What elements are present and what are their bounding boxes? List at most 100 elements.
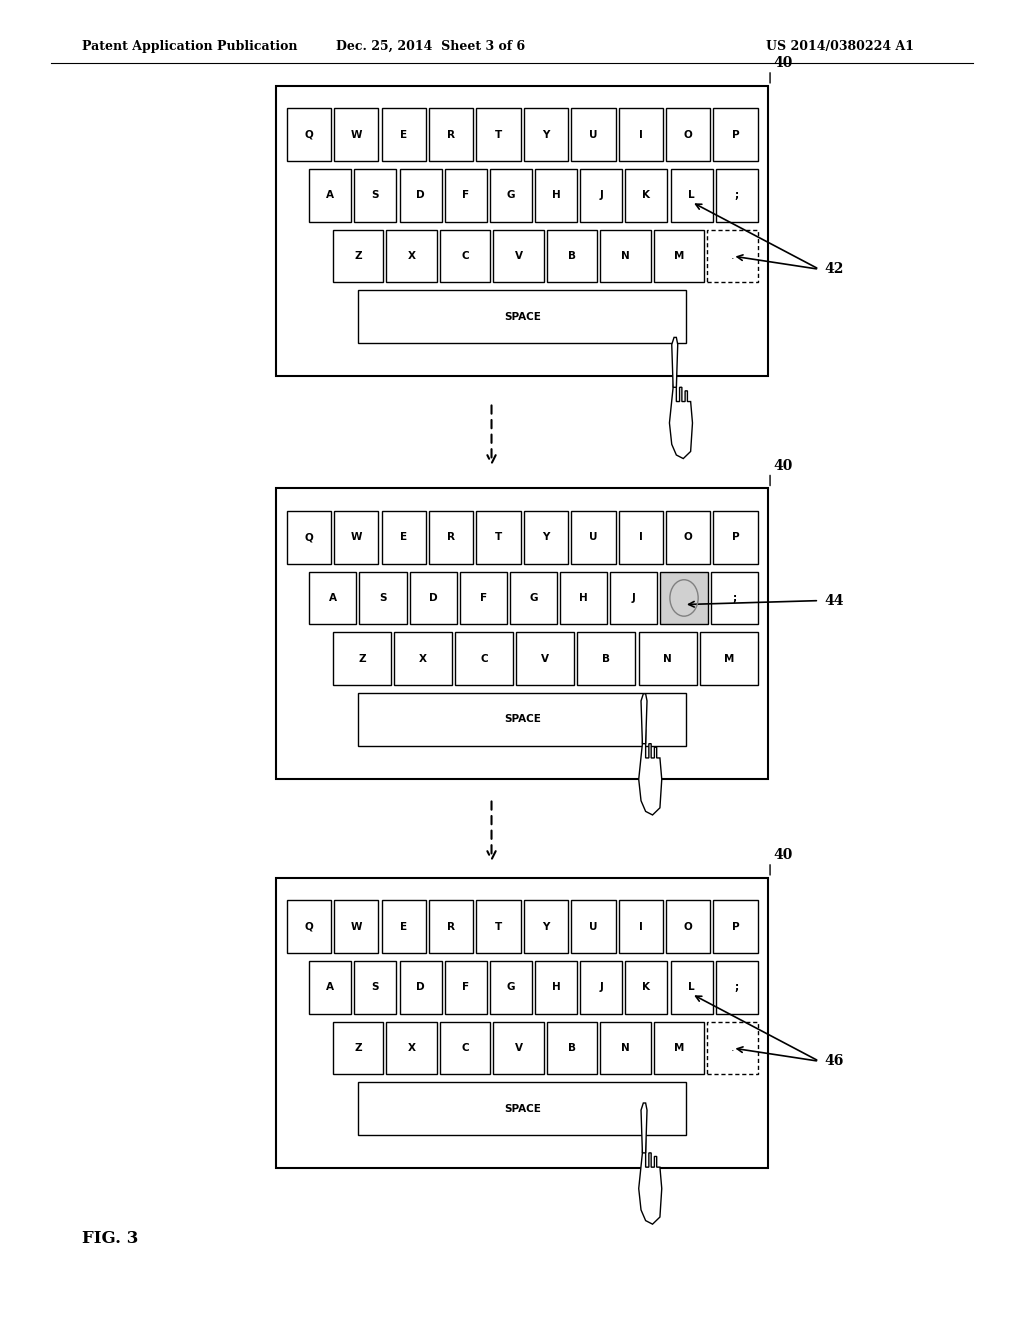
Text: I: I (639, 532, 643, 543)
Text: I: I (639, 921, 643, 932)
Text: X: X (419, 653, 427, 664)
FancyBboxPatch shape (699, 632, 758, 685)
Text: Z: Z (358, 653, 366, 664)
FancyBboxPatch shape (444, 961, 486, 1014)
FancyBboxPatch shape (571, 108, 615, 161)
FancyBboxPatch shape (600, 1022, 651, 1074)
Text: ;: ; (734, 982, 738, 993)
Polygon shape (641, 1104, 647, 1152)
Text: 46: 46 (824, 1055, 844, 1068)
FancyBboxPatch shape (399, 961, 441, 1014)
FancyBboxPatch shape (440, 230, 490, 282)
Text: US 2014/0380224 A1: US 2014/0380224 A1 (766, 40, 913, 53)
Text: Y: Y (543, 921, 550, 932)
Text: H: H (552, 982, 560, 993)
FancyBboxPatch shape (287, 900, 331, 953)
Text: W: W (350, 532, 362, 543)
Text: Z: Z (354, 251, 361, 261)
Text: B: B (568, 1043, 577, 1053)
Text: R: R (447, 129, 455, 140)
Text: C: C (461, 251, 469, 261)
Bar (708, 230, 758, 282)
FancyBboxPatch shape (524, 900, 568, 953)
Text: C: C (480, 653, 488, 664)
FancyBboxPatch shape (510, 572, 557, 624)
FancyBboxPatch shape (581, 169, 623, 222)
Text: H: H (552, 190, 560, 201)
Text: T: T (495, 129, 502, 140)
FancyBboxPatch shape (671, 169, 713, 222)
Bar (708, 1022, 758, 1074)
Text: D: D (417, 982, 425, 993)
FancyBboxPatch shape (333, 1022, 383, 1074)
FancyBboxPatch shape (386, 230, 437, 282)
FancyBboxPatch shape (276, 86, 768, 376)
Text: N: N (622, 251, 630, 261)
FancyBboxPatch shape (399, 169, 441, 222)
Text: Q: Q (304, 921, 313, 932)
Text: X: X (408, 1043, 416, 1053)
FancyBboxPatch shape (714, 900, 758, 953)
FancyBboxPatch shape (516, 632, 574, 685)
Text: M: M (674, 251, 684, 261)
Text: SPACE: SPACE (504, 714, 541, 725)
Text: U: U (589, 921, 598, 932)
FancyBboxPatch shape (714, 511, 758, 564)
Text: G: G (507, 190, 515, 201)
Text: Y: Y (543, 129, 550, 140)
FancyBboxPatch shape (276, 488, 768, 779)
FancyBboxPatch shape (334, 511, 379, 564)
Text: N: N (664, 653, 672, 664)
FancyBboxPatch shape (309, 572, 356, 624)
Text: S: S (372, 190, 379, 201)
FancyBboxPatch shape (429, 900, 473, 953)
FancyBboxPatch shape (455, 632, 513, 685)
Text: V: V (514, 1043, 522, 1053)
Text: A: A (329, 593, 337, 603)
Text: 40: 40 (773, 55, 793, 70)
Text: Q: Q (304, 532, 313, 543)
FancyBboxPatch shape (711, 572, 758, 624)
Text: P: P (732, 921, 739, 932)
FancyBboxPatch shape (358, 693, 686, 746)
FancyBboxPatch shape (358, 290, 686, 343)
Text: O: O (684, 921, 692, 932)
FancyBboxPatch shape (494, 230, 544, 282)
FancyBboxPatch shape (600, 230, 651, 282)
FancyBboxPatch shape (716, 961, 758, 1014)
FancyBboxPatch shape (571, 511, 615, 564)
FancyBboxPatch shape (654, 230, 705, 282)
Text: F: F (462, 190, 469, 201)
FancyBboxPatch shape (581, 961, 623, 1014)
Text: X: X (408, 251, 416, 261)
FancyBboxPatch shape (547, 1022, 597, 1074)
Text: U: U (589, 129, 598, 140)
Polygon shape (639, 1139, 662, 1224)
FancyBboxPatch shape (382, 511, 426, 564)
FancyBboxPatch shape (610, 572, 657, 624)
FancyBboxPatch shape (309, 169, 351, 222)
Text: .: . (731, 251, 734, 261)
Text: U: U (589, 532, 598, 543)
FancyBboxPatch shape (671, 961, 713, 1014)
Text: S: S (379, 593, 387, 603)
Text: L: L (688, 982, 695, 993)
Text: F: F (480, 593, 486, 603)
Text: E: E (400, 532, 408, 543)
Text: L: L (688, 190, 695, 201)
FancyBboxPatch shape (489, 169, 532, 222)
FancyBboxPatch shape (571, 900, 615, 953)
Text: R: R (447, 921, 455, 932)
FancyBboxPatch shape (524, 511, 568, 564)
Text: W: W (350, 921, 362, 932)
FancyBboxPatch shape (639, 632, 696, 685)
FancyBboxPatch shape (287, 511, 331, 564)
FancyBboxPatch shape (359, 572, 407, 624)
Text: N: N (622, 1043, 630, 1053)
FancyBboxPatch shape (382, 108, 426, 161)
FancyBboxPatch shape (666, 511, 711, 564)
FancyBboxPatch shape (716, 169, 758, 222)
Text: C: C (461, 1043, 469, 1053)
FancyBboxPatch shape (444, 169, 486, 222)
FancyBboxPatch shape (386, 1022, 437, 1074)
